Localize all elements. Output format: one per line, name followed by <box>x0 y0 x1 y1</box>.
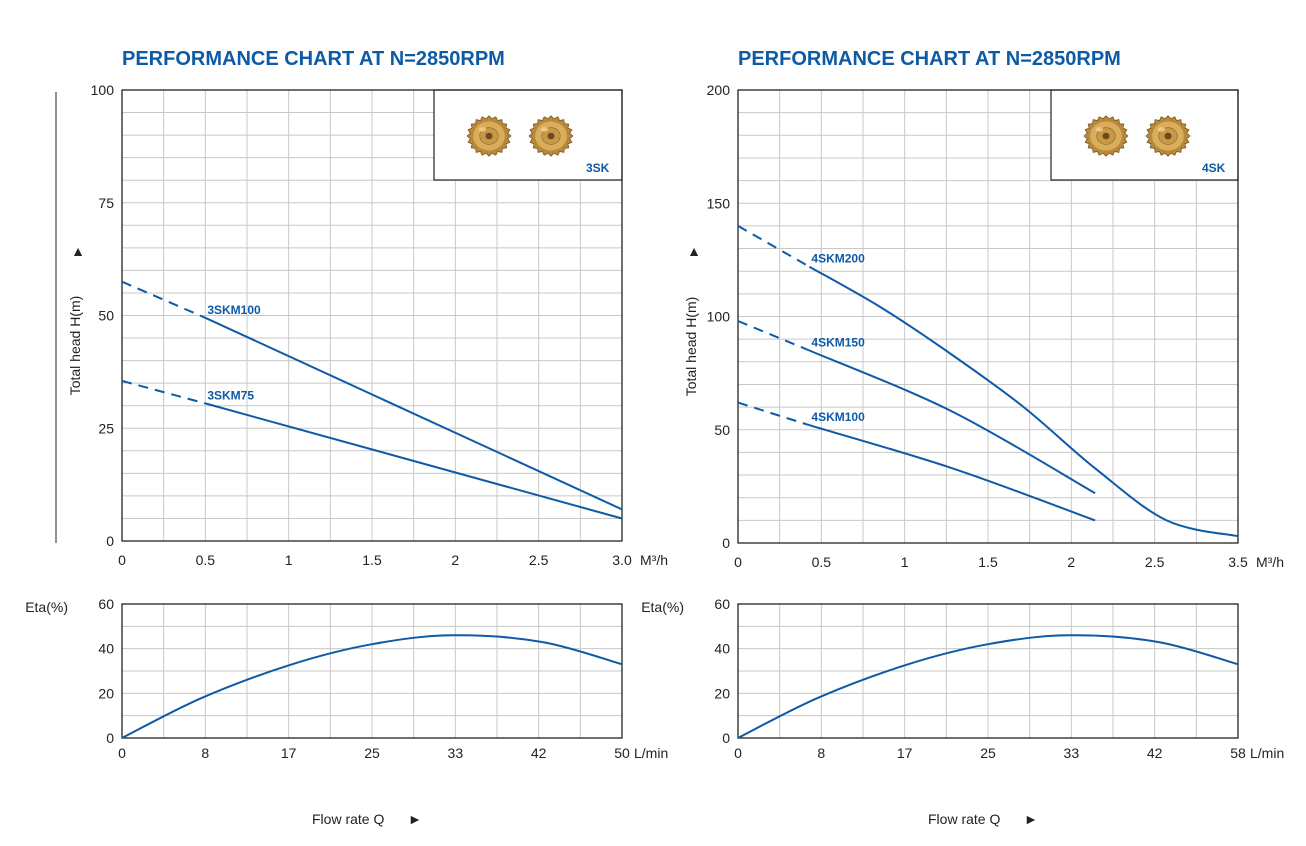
legend-box <box>1050 89 1239 181</box>
eta-y-tick-label: 60 <box>714 596 730 612</box>
up-arrow-icon: ▲ <box>71 243 85 259</box>
up-arrow-icon: ▲ <box>687 243 701 259</box>
legend-label: 3SK <box>586 161 610 175</box>
eta-x-tick-label: 33 <box>1064 745 1080 761</box>
y-tick-label: 0 <box>722 535 730 551</box>
x-tick-label: 0 <box>118 552 126 568</box>
eta-x-tick-label: 25 <box>364 745 380 761</box>
x-tick-label: 1 <box>901 554 909 570</box>
series-line-dashed <box>121 379 206 405</box>
eta-frame <box>121 603 623 739</box>
impeller-icon <box>466 115 512 157</box>
eta-y-tick-label: 0 <box>722 730 730 746</box>
y-tick-label: 100 <box>91 82 115 98</box>
eta-curve <box>121 634 623 739</box>
eta-x-tick-label: 17 <box>897 745 913 761</box>
y-tick-label: 50 <box>98 308 114 324</box>
eta-x-unit-label: L/min <box>1250 745 1284 761</box>
series-line <box>205 402 623 520</box>
eta-axis-label: Eta(%) <box>641 599 684 615</box>
x-tick-label: 3.5 <box>1228 554 1248 570</box>
x-tick-label: 2.5 <box>1145 554 1165 570</box>
flow-rate-label: Flow rate Q <box>312 811 384 827</box>
y-axis-label: Total head H(m) <box>683 297 699 397</box>
eta-x-tick-label: 50 <box>614 745 630 761</box>
eta-x-tick-label: 42 <box>531 745 547 761</box>
x-unit-label: M³/h <box>640 552 668 568</box>
eta-y-tick-label: 40 <box>98 641 114 657</box>
impeller-icon <box>528 115 574 157</box>
x-tick-label: 0 <box>734 554 742 570</box>
x-tick-label: 1 <box>285 552 293 568</box>
eta-x-tick-label: 33 <box>448 745 464 761</box>
series-line-dashed <box>737 320 810 352</box>
eta-y-tick-label: 20 <box>714 685 730 701</box>
x-tick-label: 1.5 <box>978 554 998 570</box>
eta-x-unit-label: L/min <box>634 745 668 761</box>
y-tick-label: 100 <box>707 309 731 325</box>
eta-y-tick-label: 40 <box>714 641 730 657</box>
impeller-icon <box>1145 115 1191 157</box>
x-tick-label: 0.5 <box>812 554 832 570</box>
right-arrow-icon: ► <box>408 811 422 827</box>
series-line-dashed <box>121 280 206 319</box>
x-unit-label: M³/h <box>1256 554 1284 570</box>
plot-frame <box>737 89 1239 544</box>
x-tick-label: 2 <box>1067 554 1075 570</box>
eta-x-tick-label: 0 <box>118 745 126 761</box>
flow-rate-label: Flow rate Q <box>928 811 1000 827</box>
x-tick-label: 3.0 <box>612 552 632 568</box>
eta-y-tick-label: 20 <box>98 685 114 701</box>
x-tick-label: 2 <box>451 552 459 568</box>
y-tick-label: 50 <box>714 422 730 438</box>
plot-frame <box>121 89 623 542</box>
chart-title: PERFORMANCE CHART AT N=2850RPM <box>122 48 505 70</box>
series-line-dashed <box>737 401 810 427</box>
series-label: 4SKM200 <box>811 252 865 266</box>
y-tick-label: 200 <box>707 82 731 98</box>
eta-x-tick-label: 25 <box>980 745 996 761</box>
y-tick-label: 25 <box>98 420 114 436</box>
series-line <box>204 316 623 511</box>
y-tick-label: 0 <box>106 533 114 549</box>
eta-curve <box>737 634 1239 739</box>
x-tick-label: 1.5 <box>362 552 382 568</box>
legend-label: 4SK <box>1202 161 1226 175</box>
right-arrow-icon: ► <box>1024 811 1038 827</box>
y-tick-label: 150 <box>707 195 731 211</box>
y-tick-label: 75 <box>98 195 114 211</box>
eta-y-tick-label: 60 <box>98 596 114 612</box>
eta-x-tick-label: 17 <box>281 745 297 761</box>
series-line <box>809 349 1096 495</box>
chart-panel-1 <box>55 89 623 739</box>
y-axis-label: Total head H(m) <box>67 296 83 396</box>
eta-y-tick-label: 0 <box>106 730 114 746</box>
legend-box <box>433 89 623 181</box>
eta-x-tick-label: 0 <box>734 745 742 761</box>
eta-x-tick-label: 42 <box>1147 745 1163 761</box>
eta-x-tick-label: 58 <box>1230 745 1246 761</box>
series-label: 4SKM150 <box>811 335 865 349</box>
eta-x-tick-label: 8 <box>201 745 209 761</box>
series-line-dashed <box>737 225 810 268</box>
series-label: 4SKM100 <box>811 410 865 424</box>
series-label: 3SKM100 <box>207 303 261 317</box>
x-tick-label: 0.5 <box>196 552 216 568</box>
series-line <box>809 424 1096 522</box>
eta-axis-label: Eta(%) <box>25 599 68 615</box>
chart-panel-2 <box>737 89 1239 739</box>
series-line <box>808 265 1239 538</box>
x-tick-label: 2.5 <box>529 552 549 568</box>
series-label: 3SKM75 <box>207 388 254 402</box>
eta-frame <box>737 603 1239 739</box>
impeller-icon <box>1083 115 1129 157</box>
eta-x-tick-label: 8 <box>817 745 825 761</box>
chart-title: PERFORMANCE CHART AT N=2850RPM <box>738 48 1121 70</box>
